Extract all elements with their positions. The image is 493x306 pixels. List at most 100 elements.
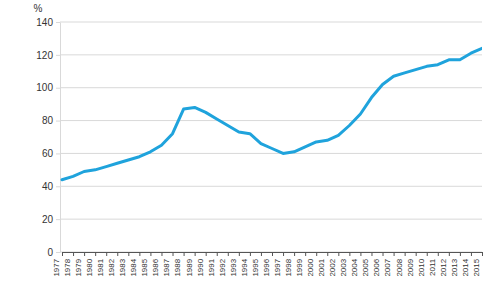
x-tick-mark bbox=[405, 252, 406, 256]
x-tick-label: 2000 bbox=[306, 258, 315, 276]
x-tick-mark bbox=[394, 252, 395, 256]
x-tick: 2004 bbox=[350, 252, 361, 277]
x-tick-label: 2010 bbox=[417, 258, 426, 276]
grid-line bbox=[60, 22, 482, 23]
grid-line bbox=[60, 153, 482, 154]
x-tick-mark bbox=[327, 252, 328, 256]
y-tick-label: 20 bbox=[42, 214, 54, 225]
y-axis-title: % bbox=[34, 3, 43, 14]
y-tick: 120 bbox=[36, 50, 60, 61]
x-tick-label: 2011 bbox=[428, 258, 437, 276]
x-tick-label: 1977 bbox=[52, 258, 61, 276]
x-tick-mark bbox=[84, 252, 85, 256]
x-tick-mark bbox=[482, 252, 483, 256]
y-tick-mark bbox=[56, 22, 60, 23]
x-tick: 1984 bbox=[129, 252, 140, 277]
x-tick: 2003 bbox=[339, 252, 350, 277]
y-tick: 140 bbox=[36, 17, 60, 28]
x-tick: 2009 bbox=[406, 252, 417, 277]
x-tick: 1981 bbox=[96, 252, 107, 277]
x-tick: 2002 bbox=[328, 252, 339, 277]
y-tick: 80 bbox=[42, 115, 60, 126]
x-tick-label: 1998 bbox=[284, 258, 293, 276]
x-tick-mark bbox=[261, 252, 262, 256]
x-tick: 1986 bbox=[151, 252, 162, 277]
x-tick: 2001 bbox=[317, 252, 328, 277]
y-tick-mark bbox=[56, 219, 60, 220]
x-tick-label: 2015 bbox=[472, 258, 481, 276]
x-tick: 1979 bbox=[74, 252, 85, 277]
x-tick: 2011 bbox=[428, 252, 439, 276]
x-tick-label: 1995 bbox=[251, 258, 260, 276]
x-axis: 1977197819791980198119821983198419851986… bbox=[52, 252, 483, 277]
x-tick-label: 1980 bbox=[85, 258, 94, 276]
x-tick-label: 2007 bbox=[383, 258, 392, 276]
x-tick-mark bbox=[316, 252, 317, 256]
x-tick: 2015 bbox=[472, 252, 483, 277]
x-tick-mark bbox=[195, 252, 196, 256]
x-tick: 2008 bbox=[395, 252, 406, 277]
y-tick-label: 100 bbox=[36, 82, 53, 93]
x-tick-mark bbox=[128, 252, 129, 256]
x-tick: 1982 bbox=[107, 252, 118, 277]
x-tick-mark bbox=[161, 252, 162, 256]
x-tick-label: 1986 bbox=[151, 258, 160, 276]
y-tick: 0 bbox=[47, 247, 60, 258]
x-tick: 1989 bbox=[185, 252, 196, 277]
x-tick-mark bbox=[305, 252, 306, 256]
y-tick-mark bbox=[56, 121, 60, 122]
x-tick-label: 1989 bbox=[185, 258, 194, 276]
y-tick-mark bbox=[56, 186, 60, 187]
x-tick-mark bbox=[272, 252, 273, 256]
grid bbox=[60, 22, 482, 252]
y-tick: 100 bbox=[36, 82, 60, 93]
x-tick: 1992 bbox=[218, 252, 229, 277]
grid-line bbox=[60, 87, 482, 88]
y-tick: 20 bbox=[42, 214, 60, 225]
x-tick-mark bbox=[360, 252, 361, 256]
x-tick-label: 1990 bbox=[196, 258, 205, 276]
x-tick-mark bbox=[438, 252, 439, 256]
x-tick-label: 2002 bbox=[328, 258, 337, 276]
x-tick-label: 1996 bbox=[262, 258, 271, 276]
x-tick-label: 1988 bbox=[173, 258, 182, 276]
x-tick-label: 1992 bbox=[218, 258, 227, 276]
x-tick-label: 2006 bbox=[372, 258, 381, 276]
x-tick-mark bbox=[184, 252, 185, 256]
x-tick-label: 2005 bbox=[361, 258, 370, 276]
x-tick-label: 1979 bbox=[74, 258, 83, 276]
x-tick: 1988 bbox=[173, 252, 184, 277]
x-tick-mark bbox=[228, 252, 229, 256]
x-tick-mark bbox=[371, 252, 372, 256]
x-tick-label: 1987 bbox=[162, 258, 171, 276]
x-tick: 1993 bbox=[229, 252, 240, 277]
x-tick-mark bbox=[383, 252, 384, 256]
x-tick-label: 1994 bbox=[240, 258, 249, 276]
x-tick-label: 1999 bbox=[295, 258, 304, 276]
y-tick-label: 40 bbox=[42, 181, 54, 192]
x-tick-label: 2013 bbox=[450, 258, 459, 276]
x-tick: 2014 bbox=[461, 252, 472, 277]
y-tick-label: 80 bbox=[42, 115, 54, 126]
x-tick: 1983 bbox=[118, 252, 129, 277]
x-tick-mark bbox=[427, 252, 428, 256]
x-tick-label: 1984 bbox=[129, 258, 138, 276]
y-tick-mark bbox=[56, 153, 60, 154]
x-tick-mark bbox=[95, 252, 96, 256]
x-tick-mark bbox=[471, 252, 472, 256]
x-tick: 2005 bbox=[361, 252, 372, 277]
x-tick-mark bbox=[294, 252, 295, 256]
y-axis-line bbox=[60, 23, 61, 253]
x-tick-mark bbox=[449, 252, 450, 256]
y-tick-label: 60 bbox=[42, 148, 54, 159]
x-tick-label: 1991 bbox=[207, 258, 216, 276]
x-tick: 2000 bbox=[306, 252, 317, 277]
x-tick-label: 2008 bbox=[395, 258, 404, 276]
x-tick: 1977 bbox=[52, 252, 63, 277]
y-tick-label: 140 bbox=[36, 17, 53, 28]
x-tick: 1990 bbox=[196, 252, 207, 277]
x-tick-mark bbox=[106, 252, 107, 256]
x-tick: 1994 bbox=[240, 252, 251, 277]
grid-line bbox=[60, 186, 482, 187]
x-tick-mark bbox=[73, 252, 74, 256]
